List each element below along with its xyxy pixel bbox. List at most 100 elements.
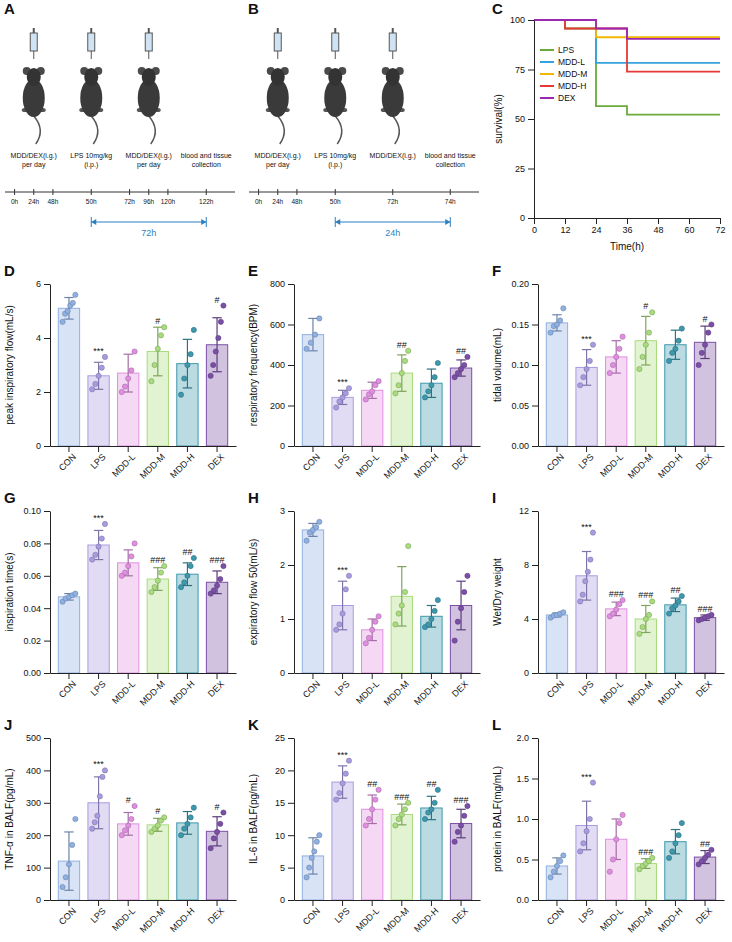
- data-point: [706, 330, 711, 335]
- survival-chart: 01224364860720255075100Time(h)survival(%…: [493, 15, 726, 252]
- syringe-needle: [392, 51, 393, 59]
- y-axis-line: [294, 512, 295, 674]
- y-axis-tick-mark: [532, 619, 538, 620]
- x-axis-tick-mark: [689, 218, 690, 224]
- y-axis-tick-label: 50: [515, 114, 525, 124]
- bar-chart: ***###########04812CONLPSMDD-LMDD-MMDD-H…: [492, 506, 725, 707]
- x-axis-tick: MDD-L: [598, 673, 625, 706]
- y-axis-tick: 0.10: [23, 506, 50, 516]
- syringe-barrel: [30, 33, 37, 51]
- plot-area: [58, 768, 227, 900]
- timeline-tick: [52, 189, 53, 195]
- error-line: [68, 832, 69, 890]
- syringe-barrel: [274, 33, 281, 51]
- data-point: [129, 554, 134, 559]
- x-axis-tick-mark: [461, 900, 462, 906]
- data-point: [370, 807, 375, 812]
- x-axis-tick-label: LPS: [333, 452, 352, 471]
- x-axis-tick-label: MDD-H: [656, 906, 684, 934]
- syringe-plunger: [90, 28, 92, 33]
- bar: [206, 582, 227, 673]
- data-point: [581, 375, 586, 380]
- bar-chart: ***########0.000.020.040.060.080.10CONLP…: [4, 506, 237, 707]
- x-axis-tick: LPS: [89, 446, 108, 471]
- y-axis-tick-label: 15: [275, 798, 285, 808]
- step-label: blood and tissuecollection: [181, 152, 232, 168]
- x-axis-tick-mark: [217, 446, 218, 452]
- x-axis-tick-label: MDD-M: [138, 679, 167, 708]
- span-arrow: [335, 221, 450, 222]
- y-axis-tick-mark: [532, 365, 538, 366]
- data-point: [126, 563, 131, 568]
- timeline-tick: [450, 189, 451, 195]
- data-point: [435, 360, 440, 365]
- data-point: [73, 591, 78, 596]
- time-label: 0h: [11, 198, 19, 205]
- x-axis-tick-label: DEX: [206, 906, 226, 926]
- y-axis-tick: 20: [275, 766, 294, 776]
- y-axis-tick: 2: [280, 560, 294, 570]
- x-axis-tick: 72: [715, 218, 725, 235]
- x-axis-tick-mark: [157, 900, 158, 906]
- text-line: LPS 10mg/kg: [314, 152, 356, 160]
- data-point: [643, 342, 648, 347]
- data-point: [578, 383, 583, 388]
- panel-letter: G: [4, 489, 16, 506]
- syringe-icon: [332, 28, 339, 59]
- data-point: [70, 300, 75, 305]
- y-axis-tick-mark: [44, 641, 50, 642]
- plot-area: [302, 519, 471, 673]
- data-point: [396, 383, 401, 388]
- y-axis-tick: 100: [510, 15, 534, 25]
- panel-letter: D: [4, 262, 15, 279]
- plot-area: [302, 316, 471, 446]
- data-point: [402, 807, 407, 812]
- syringe-barrel: [145, 33, 152, 51]
- bar-chart: ***####0200400600800CONLPSMDD-LMDD-MMDD-…: [248, 279, 481, 480]
- x-axis-tick: CON: [545, 446, 566, 473]
- error-bar: [611, 341, 620, 373]
- y-axis-tick-mark: [288, 868, 294, 869]
- bar-chart: ***###0100200300400500CONLPSMDD-LMDD-MMD…: [4, 733, 237, 934]
- data-point: [178, 833, 183, 838]
- mouse-tail: [335, 116, 342, 144]
- y-axis-tick-label: 200: [26, 831, 41, 841]
- data-point: [422, 816, 427, 821]
- data-point: [406, 544, 411, 549]
- y-axis-line: [534, 21, 535, 219]
- data-point: [610, 362, 615, 367]
- x-axis-tick-mark: [342, 673, 343, 679]
- y-axis-tick-label: 3: [280, 506, 285, 516]
- bar: [606, 609, 627, 673]
- x-axis-tick-label: MDD-L: [110, 906, 137, 933]
- data-point: [578, 599, 583, 604]
- syringe-plunger: [334, 28, 336, 33]
- x-axis-tick: MDD-M: [626, 673, 655, 708]
- data-point: [666, 358, 671, 363]
- step-label: LPS 10mg/kg(i.p.): [314, 152, 356, 169]
- data-point: [587, 816, 592, 821]
- y-axis-title: IL-6 in BALF(pg/mL): [248, 774, 259, 864]
- error-cap: [367, 398, 376, 399]
- x-axis-tick: MDD-H: [412, 446, 440, 480]
- y-axis-tick: 1.5: [516, 774, 538, 784]
- y-axis-title: tidal volume(mL): [492, 328, 503, 402]
- y-axis-tick-label: 0.10: [23, 506, 41, 516]
- data-point: [214, 583, 219, 588]
- y-axis: 0200400600800: [270, 279, 295, 451]
- legend-swatch: [540, 49, 554, 51]
- mouse-icon: [381, 67, 405, 144]
- timeline-tick: [167, 189, 168, 195]
- y-axis-tick-label: 400: [26, 766, 41, 776]
- data-point: [363, 641, 368, 646]
- y-axis-tick-mark: [44, 446, 50, 447]
- data-point: [95, 813, 100, 818]
- y-axis-tick-label: 2.0: [516, 733, 529, 743]
- y-axis-tick-mark: [44, 284, 50, 285]
- data-point: [304, 346, 309, 351]
- data-point: [588, 557, 593, 562]
- y-axis-tick-label: 0.15: [511, 320, 529, 330]
- mouse-tail: [278, 116, 285, 144]
- error-cap: [582, 551, 591, 552]
- data-point: [343, 587, 348, 592]
